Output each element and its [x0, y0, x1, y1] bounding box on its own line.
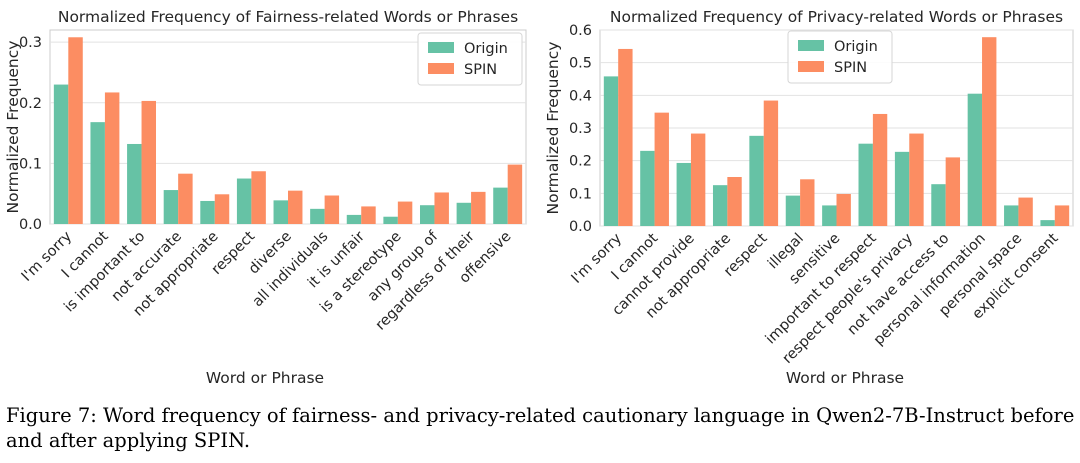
bar-origin	[931, 184, 946, 226]
bar-origin	[236, 178, 252, 224]
bar-origin	[822, 205, 837, 226]
chart-title: Normalized Frequency of Privacy-related …	[610, 8, 1063, 26]
legend-label-origin: Origin	[834, 39, 878, 55]
bar-spin	[434, 192, 449, 224]
bar-origin	[712, 185, 728, 226]
legend-swatch-origin	[798, 40, 824, 51]
bar-origin	[493, 187, 508, 224]
y-axis-label: Normalized Frequency	[544, 42, 562, 215]
bar-spin	[800, 179, 815, 226]
legend-swatch-spin	[798, 61, 824, 72]
bar-origin	[603, 76, 619, 227]
bar-spin	[618, 48, 633, 226]
bar-origin	[200, 200, 215, 224]
bar-spin	[68, 37, 83, 225]
y-axis-label: Normalized Frequency	[4, 41, 22, 214]
chart-title: Normalized Frequency of Fairness-related…	[58, 8, 518, 26]
bar-origin	[858, 143, 873, 226]
bar-origin	[346, 214, 362, 224]
bar-origin	[894, 151, 910, 226]
y-tick-label: 0.6	[569, 23, 592, 39]
legend-label-spin: SPIN	[834, 60, 867, 76]
bar-origin	[310, 208, 325, 224]
bar-spin	[361, 206, 376, 224]
x-axis-label: Word or Phrase	[786, 369, 904, 387]
bar-spin	[909, 133, 924, 226]
bar-origin	[967, 93, 983, 226]
y-tick-label: 0.5	[569, 56, 592, 72]
y-tick-label: 0.0	[19, 217, 42, 233]
bar-origin	[1004, 205, 1019, 226]
bar-spin	[945, 157, 961, 226]
y-tick-label: 0.3	[569, 121, 592, 137]
bar-origin	[273, 200, 288, 224]
bar-spin	[982, 37, 997, 226]
bar-origin	[419, 205, 435, 224]
bar-spin	[690, 133, 706, 226]
bar-origin	[676, 162, 691, 226]
bar-spin	[836, 193, 851, 226]
bar-spin	[654, 112, 669, 226]
y-tick-label: 0.3	[19, 35, 42, 51]
y-tick-label: 0.2	[569, 154, 592, 170]
bar-spin	[471, 191, 486, 224]
bar-spin	[507, 164, 523, 224]
legend-swatch-origin	[428, 42, 454, 53]
bar-spin	[324, 195, 340, 224]
bar-origin	[785, 195, 801, 226]
bar-spin	[763, 100, 779, 226]
bar-origin	[53, 84, 69, 224]
x-axis-label: Word or Phrase	[206, 369, 324, 387]
y-tick-label: 0.4	[569, 88, 592, 104]
figure-caption: Figure 7: Word frequency of fairness- an…	[6, 404, 1075, 452]
y-tick-label: 0.0	[569, 219, 592, 235]
bar-origin	[90, 122, 105, 224]
y-tick-label: 0.2	[19, 96, 42, 112]
legend-swatch-spin	[428, 63, 454, 74]
bar-origin	[640, 150, 655, 226]
bar-origin	[163, 190, 179, 224]
bar-spin	[104, 92, 120, 224]
bar-origin	[456, 202, 472, 224]
legend-label-spin: SPIN	[464, 62, 497, 78]
bar-spin	[288, 190, 303, 224]
bar-spin	[214, 194, 230, 224]
bar-spin	[141, 100, 157, 224]
bar-origin	[127, 143, 142, 224]
bar-spin	[1054, 205, 1070, 226]
y-tick-label: 0.1	[569, 186, 592, 202]
bar-spin	[1018, 197, 1033, 226]
bar-origin	[749, 135, 764, 226]
legend-label-origin: Origin	[464, 41, 508, 57]
bar-spin	[178, 173, 193, 224]
bar-spin	[727, 177, 742, 226]
bar-spin	[872, 113, 888, 226]
y-tick-label: 0.1	[19, 156, 42, 172]
bar-origin	[1040, 220, 1055, 226]
bar-origin	[383, 216, 398, 224]
bar-spin	[251, 171, 266, 224]
bar-spin	[397, 201, 413, 224]
